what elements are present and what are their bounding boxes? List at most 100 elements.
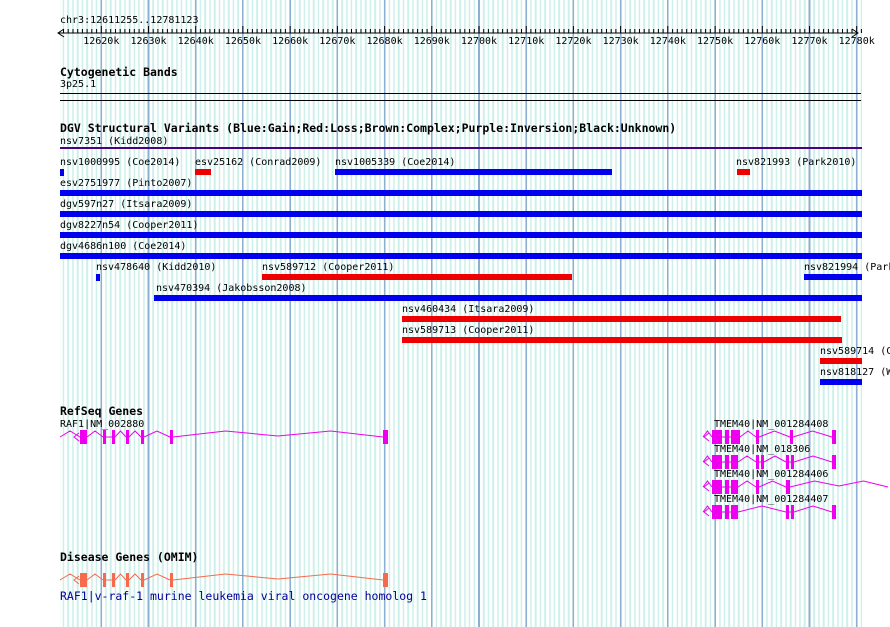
variant-label[interactable]: nsv7351 (Kidd2008): [60, 136, 169, 147]
variant-bar[interactable]: [804, 274, 862, 280]
gene-glyph[interactable]: [0, 476, 890, 498]
exon-block: [126, 573, 129, 587]
variant-label[interactable]: nsv589713 (Cooper2011): [402, 325, 535, 336]
ruler-minor-ticks: [63, 29, 862, 33]
exon-block: [141, 430, 144, 444]
variant-label[interactable]: esv2751977 (Pinto2007): [60, 178, 193, 189]
ruler-tick-label: 12760k: [744, 36, 781, 47]
variant-label[interactable]: nsv1000995 (Coe2014): [60, 157, 181, 168]
variant-bar[interactable]: [154, 295, 862, 301]
variant-bar[interactable]: [60, 253, 862, 259]
variant-bar[interactable]: [195, 169, 211, 175]
variant-label[interactable]: nsv818127 (W: [820, 367, 890, 378]
variant-bar[interactable]: [60, 169, 64, 176]
exon-block: [712, 455, 722, 469]
ruler-tick-label: 12680k: [366, 36, 403, 47]
variant-bar[interactable]: [60, 211, 862, 217]
gene-label[interactable]: TMEM40|NM_001284408: [714, 419, 829, 430]
gene-glyph[interactable]: [0, 426, 890, 448]
ruler-tick-label: 12770k: [791, 36, 828, 47]
section-heading-dgv: DGV Structural Variants (Blue:Gain;Red:L…: [60, 121, 677, 135]
variant-bar[interactable]: [335, 169, 612, 175]
strand-arrow-icon: [703, 482, 710, 492]
exon-block: [383, 573, 388, 587]
gene-label[interactable]: TMEM40|NM_001284407: [714, 494, 829, 505]
intron-connector: [702, 505, 833, 513]
ruler-tick-label: 12710k: [508, 36, 545, 47]
variant-bar[interactable]: [402, 316, 841, 322]
intron-connector: [702, 480, 889, 488]
variant-bar[interactable]: [60, 232, 862, 238]
ruler-tick-label: 12750k: [696, 36, 734, 47]
exon-block: [725, 455, 729, 469]
exon-block: [712, 430, 722, 444]
section-heading-refseq: RefSeq Genes: [60, 404, 144, 418]
exon-block: [383, 430, 388, 444]
gene-label[interactable]: TMEM40|NM_018306: [714, 444, 811, 455]
variant-label[interactable]: dgv4686n100 (Coe2014): [60, 241, 187, 252]
gene-glyph[interactable]: [0, 501, 890, 523]
ruler-tick-label: 12740k: [649, 36, 686, 47]
variant-bar[interactable]: [96, 274, 100, 281]
gene-glyph[interactable]: [0, 451, 890, 473]
exon-block: [725, 480, 729, 494]
exon-block: [756, 430, 759, 444]
variant-bar[interactable]: [737, 169, 750, 175]
exon-block: [756, 480, 759, 494]
exon-block: [731, 480, 738, 494]
exon-block: [712, 480, 722, 494]
strand-arrow-icon: [73, 432, 80, 442]
ruler-right-arrow-icon: [851, 28, 859, 38]
exon-block: [786, 455, 789, 469]
cytoband-bar[interactable]: [60, 93, 861, 101]
gene-glyph[interactable]: [0, 426, 890, 448]
variant-label[interactable]: nsv478640 (Kidd2010): [96, 262, 217, 273]
ruler-tick-label: 12670k: [319, 36, 356, 47]
ruler-tick-label: 12660k: [272, 36, 309, 47]
gene-label[interactable]: RAF1|NM_002880: [60, 419, 145, 430]
gene-label[interactable]: TMEM40|NM_001284406: [714, 469, 829, 480]
variant-bar[interactable]: [262, 274, 572, 280]
exon-block: [731, 455, 738, 469]
grid-background: [60, 0, 862, 627]
exon-block: [725, 430, 729, 444]
exon-block: [791, 455, 794, 469]
gene-glyph[interactable]: [0, 569, 890, 591]
variant-label[interactable]: nsv821993 (Park2010): [736, 157, 857, 168]
cytoband-label: 3p25.1: [60, 79, 97, 90]
exon-block: [756, 455, 759, 469]
exon-block: [141, 573, 144, 587]
exon-block: [712, 505, 722, 519]
ruler-tick-label: 12690k: [413, 36, 450, 47]
variant-bar[interactable]: [402, 337, 842, 343]
variant-label[interactable]: dgv597n27 (Itsara2009): [60, 199, 193, 210]
variant-bar[interactable]: [820, 358, 862, 364]
exon-block: [103, 430, 106, 444]
exon-block: [761, 455, 764, 469]
variant-label[interactable]: nsv589714 (C: [820, 346, 890, 357]
ruler-tick-label: 12730k: [602, 36, 639, 47]
exon-block: [725, 505, 729, 519]
ruler-tick-label: 12780k: [838, 36, 875, 47]
exon-block: [170, 573, 173, 587]
variant-label[interactable]: esv25162 (Conrad2009): [195, 157, 322, 168]
variant-bar[interactable]: [60, 190, 862, 196]
section-heading-omim: Disease Genes (OMIM): [60, 550, 199, 564]
strand-arrow-icon: [703, 432, 710, 442]
variant-label[interactable]: nsv589712 (Cooper2011): [262, 262, 395, 273]
strand-arrow-icon: [703, 507, 710, 517]
variant-label[interactable]: nsv1005339 (Coe2014): [335, 157, 456, 168]
variant-label[interactable]: nsv470394 (Jakobsson2008): [156, 283, 307, 294]
variant-label[interactable]: dgv8227n54 (Cooper2011): [60, 220, 199, 231]
variant-label[interactable]: nsv460434 (Itsara2009): [402, 304, 535, 315]
ruler-left-arrow-icon: [57, 28, 65, 38]
gene-label[interactable]: RAF1|v-raf-1 murine leukemia viral oncog…: [60, 589, 427, 603]
variant-bar[interactable]: [60, 147, 862, 149]
variant-bar[interactable]: [820, 379, 862, 385]
section-heading-cytogenetic: Cytogenetic Bands: [60, 65, 178, 79]
variant-label[interactable]: nsv821994 (Park: [804, 262, 890, 273]
exon-block: [791, 505, 794, 519]
exon-block: [832, 430, 836, 444]
ruler-tick-label: 12650k: [224, 36, 261, 47]
